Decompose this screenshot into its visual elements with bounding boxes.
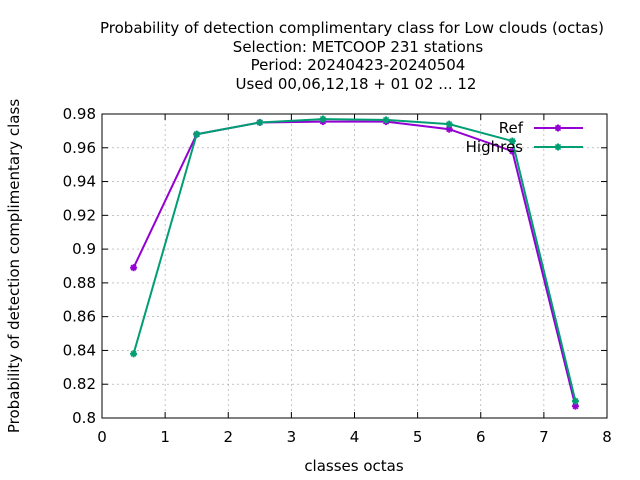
- legend-label: Highres: [466, 138, 524, 156]
- x-tick-label: 1: [160, 428, 170, 446]
- x-tick-label: 7: [539, 428, 549, 446]
- y-tick-label: 0.96: [63, 139, 96, 157]
- series-line: [132, 118, 577, 402]
- data-point: [319, 115, 327, 123]
- title-line-1: Probability of detection complimentary c…: [100, 19, 604, 37]
- x-tick-label: 6: [476, 428, 486, 446]
- data-point: [193, 130, 201, 138]
- data-point: [256, 118, 264, 126]
- y-axis-label: Probability of detection complimentary c…: [5, 99, 23, 433]
- y-tick-label: 0.92: [63, 206, 96, 224]
- x-tick-label: 8: [602, 428, 612, 446]
- data-point: [382, 116, 390, 124]
- y-tick-label: 0.88: [63, 274, 96, 292]
- y-tick-label: 0.84: [63, 341, 96, 359]
- title-line-3: Period: 20240423-20240504: [251, 56, 466, 74]
- data-point: [445, 125, 453, 133]
- y-axis-ticks: 0.8 0.82 0.84 0.86 0.88 0.9 0.92 0.94 0.96 0.98: [63, 105, 607, 427]
- data-point: [130, 264, 138, 272]
- chart-title: Probability of detection complimentary c…: [100, 19, 604, 93]
- y-tick-label: 0.82: [63, 375, 96, 393]
- x-tick-label: 0: [97, 428, 107, 446]
- title-line-2: Selection: METCOOP 231 stations: [233, 38, 484, 56]
- x-axis-ticks: 0 1 2 3 4 5 6 7 8: [97, 114, 612, 446]
- x-axis-label: classes octas: [304, 457, 404, 475]
- x-tick-label: 3: [287, 428, 297, 446]
- legend-entry-ref: Ref: [499, 119, 583, 137]
- legend-entry-highres: Highres: [466, 138, 583, 156]
- data-point: [130, 350, 138, 358]
- y-tick-label: 0.9: [72, 240, 96, 258]
- series-group: [130, 115, 579, 410]
- data-point: [445, 120, 453, 128]
- x-tick-label: 2: [223, 428, 233, 446]
- title-line-4: Used 00,06,12,18 + 01 02 ... 12: [236, 75, 477, 93]
- data-point: [571, 397, 579, 405]
- y-tick-label: 0.8: [72, 409, 96, 427]
- y-tick-label: 0.94: [63, 173, 96, 191]
- grid: [102, 114, 607, 418]
- x-tick-label: 4: [350, 428, 360, 446]
- plot-frame: [101, 113, 608, 419]
- series-highres: [130, 115, 579, 405]
- y-tick-label: 0.86: [63, 308, 96, 326]
- y-tick-label: 0.98: [63, 105, 96, 123]
- legend-label: Ref: [499, 119, 524, 137]
- data-point: [508, 137, 516, 145]
- x-tick-label: 5: [413, 428, 423, 446]
